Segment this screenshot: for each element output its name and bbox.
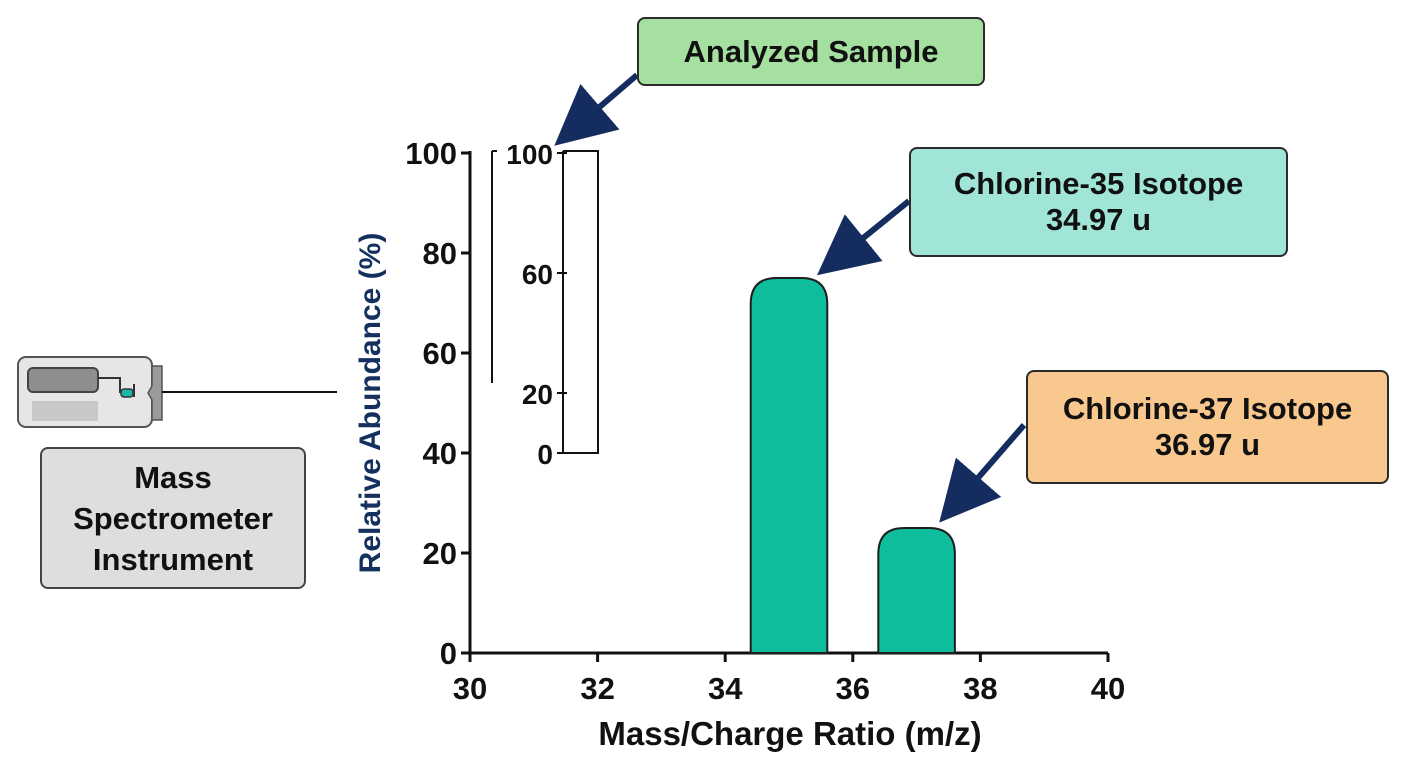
instrument-label-line-2: Spectrometer xyxy=(73,500,273,536)
x-tick-label: 36 xyxy=(836,671,870,706)
x-tick-label: 34 xyxy=(708,671,743,706)
callout-chlorine-37-line-1: Chlorine-37 Isotope xyxy=(1062,391,1353,426)
instrument-label-line-3: Instrument xyxy=(92,541,254,577)
inset-tick-group: 0 20 60 100 xyxy=(506,139,567,470)
callout-chlorine-35-line-1: Chlorine-35 Isotope xyxy=(953,166,1244,201)
y-tick-group: 0 20 40 60 80 100 xyxy=(405,136,470,671)
instrument-label-box: Mass Spectrometer Instrument xyxy=(40,447,306,589)
x-tick-label: 32 xyxy=(580,671,614,706)
arrow-chlorine-35 xyxy=(816,198,911,276)
instrument-label-line-1: Mass xyxy=(134,459,212,495)
inset-tick-label: 20 xyxy=(522,379,553,410)
x-tick-group: 30 32 34 36 38 40 xyxy=(453,653,1125,706)
callout-chlorine-35: Chlorine-35 Isotope 34.97 u xyxy=(909,147,1288,257)
mass-spectrometer-icon xyxy=(17,356,337,428)
y-tick-label: 20 xyxy=(423,536,457,571)
y-axis-title: Relative Abundance (%) xyxy=(354,233,387,574)
arrow-chlorine-37 xyxy=(939,423,1027,523)
x-axis-title: Mass/Charge Ratio (m/z) xyxy=(598,715,981,752)
y-tick-label: 100 xyxy=(405,136,457,171)
y-tick-label: 80 xyxy=(423,236,457,271)
bar-1 xyxy=(749,277,829,654)
y-tick-label: 40 xyxy=(423,436,457,471)
bar-2 xyxy=(877,527,956,654)
x-tick-label: 30 xyxy=(453,671,487,706)
inset-tick-label: 60 xyxy=(522,259,553,290)
callout-chlorine-35-line-2: 34.97 u xyxy=(1045,202,1152,237)
callout-analyzed-sample: Analyzed Sample xyxy=(637,17,985,86)
x-tick-label: 40 xyxy=(1091,671,1125,706)
x-axis: 30 32 34 36 38 40 xyxy=(453,651,1125,706)
inset-tick-label: 0 xyxy=(537,439,553,470)
inset-axis: 0 20 60 100 xyxy=(491,139,599,470)
annotation-arrows xyxy=(554,72,1027,523)
callout-chlorine-37: Chlorine-37 Isotope 36.97 u xyxy=(1026,370,1389,484)
callout-chlorine-37-line-2: 36.97 u xyxy=(1154,427,1261,462)
arrow-analyzed-sample xyxy=(554,72,639,146)
x-tick-label: 38 xyxy=(963,671,997,706)
y-tick-label: 60 xyxy=(423,336,457,371)
inset-tick-label: 100 xyxy=(506,139,553,170)
y-tick-label: 0 xyxy=(440,636,457,671)
callout-analyzed-sample-line-1: Analyzed Sample xyxy=(683,33,939,69)
y-axis: 0 20 40 60 80 100 xyxy=(405,136,472,671)
bar-group xyxy=(749,277,956,654)
